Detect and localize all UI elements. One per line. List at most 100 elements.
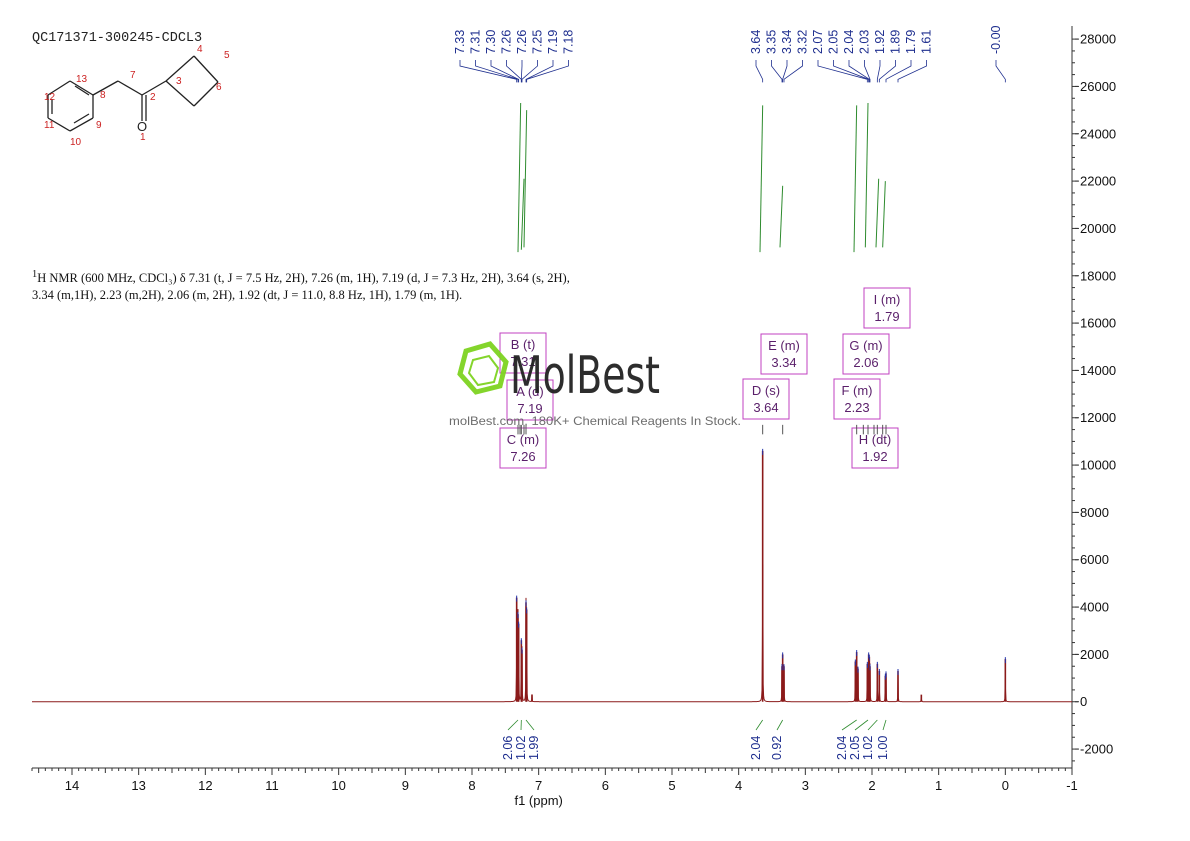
y-tick-label: 20000: [1080, 221, 1116, 236]
integral-curve: [853, 105, 858, 253]
peak-label: 2.05: [827, 30, 841, 54]
multiplet-label: E (m): [768, 338, 800, 353]
integral-curve: [523, 110, 528, 248]
peak-label: 7.18: [562, 30, 576, 54]
peak-label: 1.92: [873, 30, 887, 54]
y-tick-label: 22000: [1080, 174, 1116, 189]
atom-label: 3: [176, 76, 182, 87]
multiplet-label: I (m): [874, 292, 901, 307]
peak-label: 1.79: [904, 30, 918, 54]
atom-label: 4: [197, 44, 203, 55]
peak-label-leader: [475, 60, 519, 83]
peak-label: -0.00: [989, 25, 1003, 54]
peak-labels: 7.33 7.31 7.30 7.26 7.26 7.25 7.19 7.18 3.64 3.35…: [453, 25, 1006, 83]
atom-label: 1: [140, 132, 146, 143]
integral-label: 2.04: [835, 736, 849, 760]
peak-label-leader: [771, 60, 783, 83]
x-tick-label: 7: [535, 778, 542, 793]
multiplet-value: 1.92: [862, 449, 887, 464]
sample-id: QC171371-300245-CDCL3: [32, 31, 203, 46]
x-tick-label: 8: [468, 778, 475, 793]
x-tick-label: 6: [602, 778, 609, 793]
integral-curve: [875, 178, 880, 248]
x-tick-label: 4: [735, 778, 742, 793]
multiplet-value: 1.79: [874, 309, 899, 324]
x-tick-label: -1: [1066, 778, 1078, 793]
watermark-logo-icon: [457, 341, 509, 395]
peak-label-leader: [876, 60, 881, 83]
peak-label: 7.19: [546, 30, 560, 54]
peak-label-leader: [995, 60, 1006, 83]
peak-label: 3.32: [796, 30, 810, 54]
x-tick-label: 14: [65, 778, 79, 793]
structure-bond: [74, 85, 90, 96]
structure-bond: [117, 80, 143, 96]
isotope-superscript: 1: [32, 269, 38, 280]
x-tick-label: 13: [131, 778, 145, 793]
multiplet-box-frame: [851, 427, 899, 469]
x-tick-label: 12: [198, 778, 212, 793]
integral-curve: [517, 102, 522, 253]
multiplet-box: G (m) 2.06: [842, 333, 890, 375]
y-tick-label: 10000: [1080, 458, 1116, 473]
integral-label: 2.04: [749, 736, 763, 760]
peak-label-leader: [526, 60, 569, 83]
atom-label: 11: [44, 120, 55, 131]
multiplet-box: H (dt) 1.92: [851, 427, 899, 469]
integral-leader: [841, 719, 857, 731]
x-tick-label: 3: [802, 778, 809, 793]
peak-label: 7.33: [453, 30, 467, 54]
y-tick-label: 8000: [1080, 505, 1109, 520]
peak-label-leader: [833, 60, 870, 83]
multiplet-box: F (m) 2.23: [833, 378, 881, 420]
peak-label: 3.35: [765, 30, 779, 54]
peak-label-leader: [848, 60, 870, 83]
multiplet-label: C (m): [507, 432, 540, 447]
integral-leader: [867, 719, 878, 731]
multiplet-box: A (d) 7.19: [506, 379, 554, 421]
y-tick-label: -2000: [1080, 742, 1113, 757]
multiplet-box-frame: [842, 333, 890, 375]
peak-label-leader: [525, 60, 554, 83]
integral-leader: [507, 719, 519, 731]
peak-label-leader: [783, 60, 803, 83]
y-tick-label: 26000: [1080, 79, 1116, 94]
multiplet-box-frame: [863, 287, 911, 329]
x-tick-label: 9: [402, 778, 409, 793]
multiplet-label: F (m): [841, 383, 872, 398]
integral-label: 1.00: [876, 736, 890, 760]
peak-label-leader: [817, 60, 868, 83]
peak-label-leader: [755, 60, 764, 83]
x-tick-label: 10: [331, 778, 345, 793]
peak-label-leader: [490, 60, 520, 83]
integral-leader: [776, 719, 784, 731]
x-tick-label: 5: [668, 778, 675, 793]
x-tick-label: 1: [935, 778, 942, 793]
y-tick-label: 18000: [1080, 268, 1116, 283]
structure-bond: [69, 117, 94, 132]
integral-label: 2.06: [501, 736, 515, 760]
integral-label: 2.05: [848, 736, 862, 760]
structure-bond: [141, 80, 167, 96]
multiplet-box-frame: [506, 379, 554, 421]
integral-leader: [882, 719, 887, 731]
multiplet-label: B (t): [511, 337, 536, 352]
multiplet-value: 7.19: [517, 401, 542, 416]
peak-label: 7.25: [531, 30, 545, 54]
structure-bond: [165, 55, 195, 82]
peak-label: 7.26: [500, 30, 514, 54]
integral-leader: [525, 719, 535, 731]
structure-bond: [73, 113, 90, 124]
integral-curve: [882, 181, 886, 248]
watermark-logo-inner: [467, 354, 500, 387]
y-tick-label: 2000: [1080, 647, 1109, 662]
atom-label: 8: [100, 90, 106, 101]
atom-label: 2: [150, 92, 156, 103]
peak-label: 7.30: [484, 30, 498, 54]
y-tick-label: 6000: [1080, 552, 1109, 567]
integral-curves: [517, 102, 886, 253]
multiplet-box-frame: [833, 378, 881, 420]
multiplet-value: 2.23: [844, 400, 869, 415]
